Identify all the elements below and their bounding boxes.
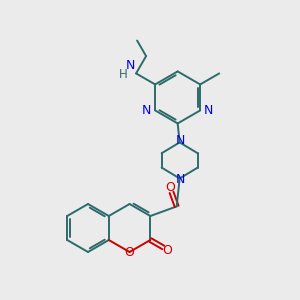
Text: N: N bbox=[176, 134, 185, 147]
Text: O: O bbox=[163, 244, 172, 256]
Text: N: N bbox=[142, 104, 151, 117]
Text: N: N bbox=[126, 59, 135, 72]
Text: O: O bbox=[124, 245, 134, 259]
Text: H: H bbox=[119, 68, 128, 81]
Text: N: N bbox=[176, 173, 185, 186]
Text: O: O bbox=[165, 181, 175, 194]
Text: N: N bbox=[204, 104, 214, 117]
